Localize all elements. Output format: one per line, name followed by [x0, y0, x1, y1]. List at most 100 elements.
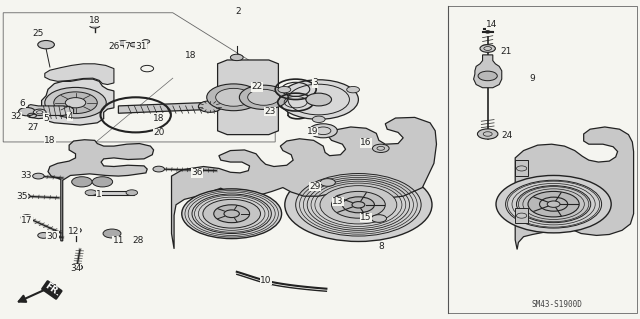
- Circle shape: [103, 229, 121, 238]
- Circle shape: [182, 189, 282, 239]
- Circle shape: [320, 179, 335, 186]
- Circle shape: [478, 71, 497, 81]
- Circle shape: [306, 93, 332, 106]
- Text: 22: 22: [252, 82, 263, 91]
- Circle shape: [279, 80, 358, 119]
- Text: 13: 13: [332, 197, 344, 206]
- Polygon shape: [172, 117, 436, 249]
- Text: 21: 21: [500, 47, 511, 56]
- Circle shape: [153, 166, 164, 172]
- Polygon shape: [45, 64, 114, 85]
- Circle shape: [216, 88, 252, 106]
- Text: 23: 23: [264, 107, 276, 116]
- Circle shape: [485, 31, 490, 33]
- Circle shape: [54, 92, 97, 114]
- Text: 16: 16: [360, 138, 372, 147]
- Circle shape: [516, 186, 591, 223]
- Text: 18: 18: [44, 136, 56, 145]
- Circle shape: [72, 177, 92, 187]
- Text: 14: 14: [486, 20, 497, 29]
- Circle shape: [309, 124, 337, 138]
- Circle shape: [285, 168, 432, 241]
- Text: 12: 12: [68, 227, 79, 236]
- Text: 3: 3: [312, 78, 317, 87]
- Circle shape: [477, 129, 498, 139]
- Text: SM43-S1900D: SM43-S1900D: [531, 300, 582, 309]
- Text: 6: 6: [20, 99, 25, 108]
- Circle shape: [248, 89, 280, 105]
- Text: 32: 32: [10, 112, 22, 121]
- Circle shape: [65, 98, 86, 108]
- Polygon shape: [42, 79, 114, 125]
- Circle shape: [90, 23, 100, 28]
- Polygon shape: [515, 127, 634, 249]
- Text: 10: 10: [260, 276, 271, 285]
- Circle shape: [33, 109, 46, 115]
- Circle shape: [19, 193, 30, 199]
- Polygon shape: [27, 105, 74, 119]
- Circle shape: [480, 45, 495, 52]
- Circle shape: [332, 191, 385, 218]
- Circle shape: [496, 175, 611, 233]
- Circle shape: [70, 227, 81, 233]
- Text: 29: 29: [309, 182, 321, 191]
- Circle shape: [38, 233, 49, 238]
- Circle shape: [126, 190, 138, 196]
- Circle shape: [130, 42, 139, 47]
- Text: 11: 11: [113, 236, 124, 245]
- Text: 28: 28: [132, 236, 143, 245]
- Bar: [515, 208, 528, 223]
- Text: 1: 1: [97, 190, 102, 199]
- Text: 2: 2: [236, 7, 241, 16]
- Text: 18: 18: [153, 114, 164, 122]
- Text: 30: 30: [47, 232, 58, 241]
- Circle shape: [38, 41, 54, 49]
- Circle shape: [92, 177, 113, 187]
- Circle shape: [239, 85, 288, 109]
- Circle shape: [320, 186, 397, 224]
- Text: 31: 31: [135, 42, 147, 51]
- Polygon shape: [118, 102, 218, 113]
- Bar: [448, 6, 637, 313]
- Circle shape: [19, 108, 35, 116]
- Text: 18: 18: [89, 16, 100, 25]
- Circle shape: [118, 41, 128, 46]
- Text: 36: 36: [191, 168, 203, 177]
- Circle shape: [203, 199, 260, 228]
- Circle shape: [21, 215, 33, 220]
- Polygon shape: [48, 140, 154, 241]
- Circle shape: [372, 144, 389, 152]
- Circle shape: [371, 215, 387, 222]
- Polygon shape: [218, 60, 278, 135]
- Text: 27: 27: [28, 123, 39, 132]
- Polygon shape: [88, 191, 134, 195]
- Circle shape: [312, 116, 325, 122]
- Text: 35: 35: [17, 192, 28, 201]
- Text: 5: 5: [44, 114, 49, 122]
- Polygon shape: [474, 55, 502, 88]
- Text: 4: 4: [68, 112, 73, 121]
- Text: 9: 9: [530, 74, 535, 83]
- Circle shape: [278, 86, 291, 93]
- Text: 8: 8: [378, 242, 383, 251]
- Circle shape: [198, 101, 221, 112]
- Text: 24: 24: [501, 131, 513, 140]
- Text: FR.: FR.: [42, 282, 61, 298]
- Text: 26: 26: [108, 42, 120, 51]
- Circle shape: [45, 87, 106, 118]
- Text: 17: 17: [21, 216, 33, 225]
- Circle shape: [71, 264, 83, 270]
- Text: 18: 18: [185, 51, 196, 60]
- Circle shape: [347, 86, 360, 93]
- Circle shape: [547, 201, 560, 207]
- Text: 33: 33: [20, 171, 31, 180]
- Text: 19: 19: [307, 127, 318, 136]
- Text: 34: 34: [70, 264, 81, 273]
- Text: 7: 7: [124, 42, 129, 51]
- Circle shape: [207, 84, 260, 111]
- Circle shape: [33, 173, 44, 179]
- Circle shape: [342, 197, 374, 213]
- Circle shape: [142, 40, 150, 43]
- Bar: [515, 160, 528, 176]
- Circle shape: [85, 190, 97, 196]
